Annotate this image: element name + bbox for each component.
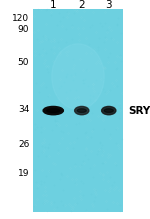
Text: 50: 50 [18,58,29,67]
Text: 90: 90 [18,25,29,34]
Text: SRY: SRY [128,106,150,116]
Ellipse shape [52,44,104,110]
Text: 120: 120 [12,14,29,23]
Text: 2: 2 [78,0,85,11]
Ellipse shape [102,106,116,115]
Ellipse shape [104,109,113,113]
Text: 1: 1 [50,0,57,11]
Text: 26: 26 [18,140,29,149]
Text: 34: 34 [18,105,29,114]
Text: 19: 19 [18,168,29,178]
Ellipse shape [75,106,89,115]
Text: 3: 3 [105,0,112,11]
Ellipse shape [43,106,63,115]
Ellipse shape [77,109,86,113]
Bar [33,9,123,212]
Ellipse shape [47,109,60,113]
